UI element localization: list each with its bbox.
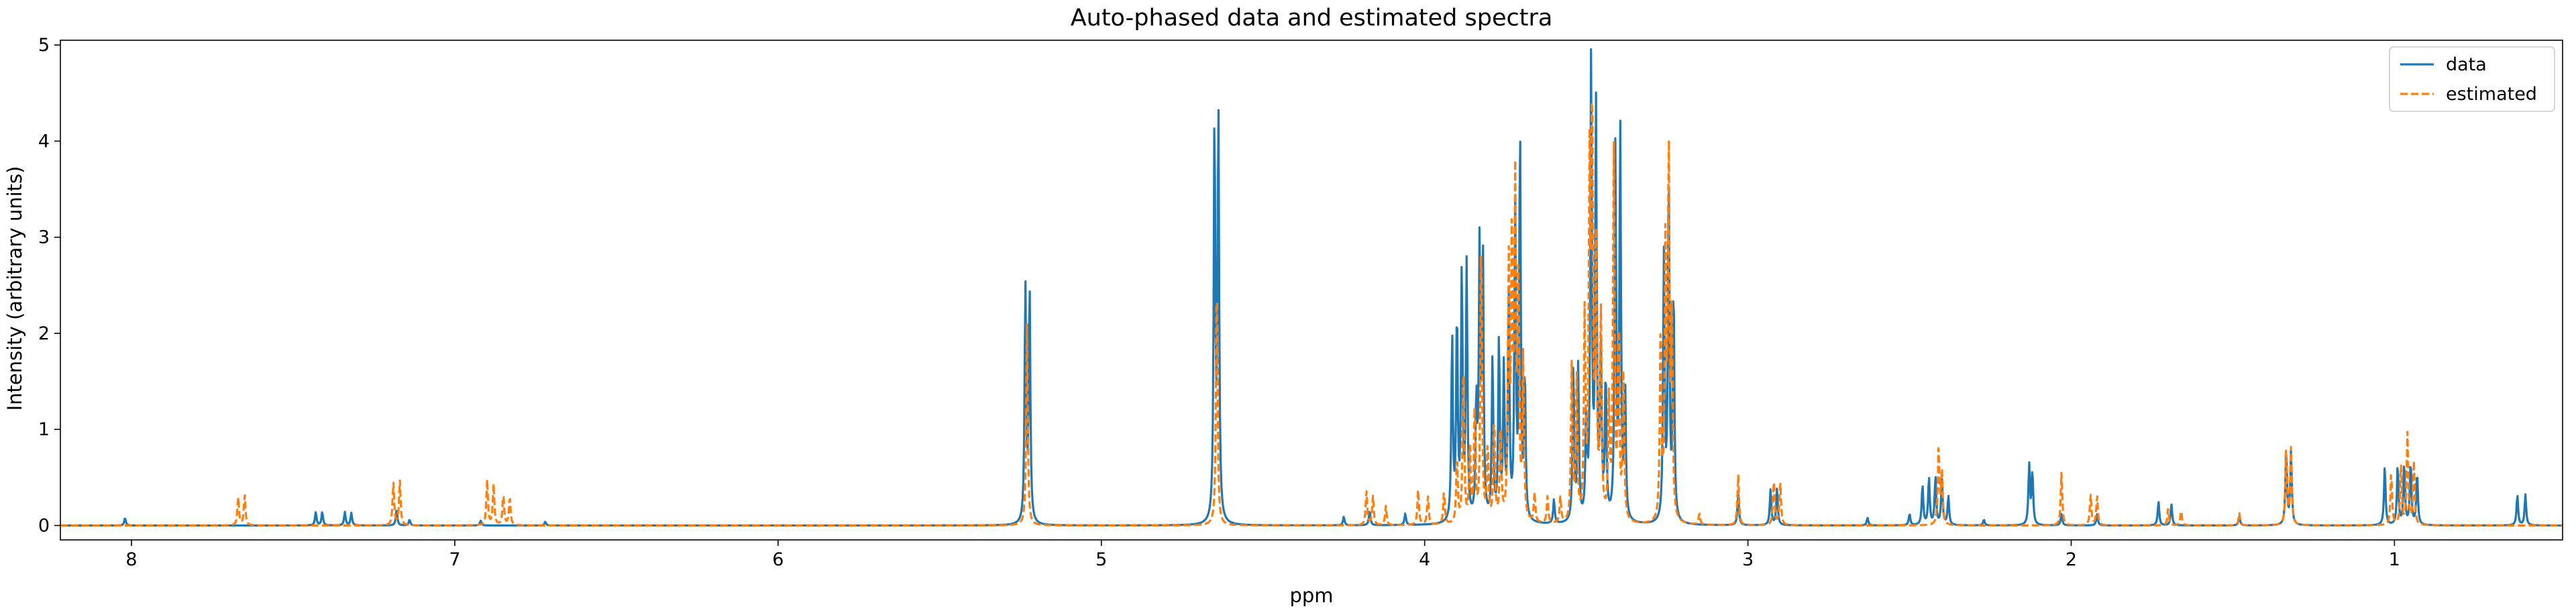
x-tick-label: 1 <box>2389 549 2400 570</box>
x-tick-label: 7 <box>449 549 460 570</box>
x-tick-label: 4 <box>1419 549 1430 570</box>
legend-label-estimated: estimated <box>2446 84 2537 105</box>
y-tick-label: 2 <box>38 323 50 344</box>
legend-label-data: data <box>2446 54 2487 75</box>
legend: data estimated <box>2389 46 2555 112</box>
y-axis: 0 1 2 3 4 5 <box>38 35 60 537</box>
legend-box <box>2389 46 2555 112</box>
x-axis: 8 7 6 5 4 3 2 1 <box>125 540 2400 570</box>
y-tick-label: 4 <box>38 131 50 152</box>
x-tick-label: 8 <box>125 549 137 570</box>
y-tick-label: 0 <box>38 516 50 537</box>
x-tick-label: 5 <box>1095 549 1107 570</box>
y-tick-label: 5 <box>38 35 50 56</box>
x-tick-label: 3 <box>1742 549 1754 570</box>
plot-frame <box>60 40 2563 541</box>
y-tick-label: 3 <box>38 227 50 248</box>
y-axis-label: Intensity (arbitrary units) <box>3 166 26 411</box>
plot-area <box>60 48 2563 527</box>
series-line-estimated <box>60 101 2563 527</box>
x-tick-label: 2 <box>2065 549 2077 570</box>
x-axis-label: ppm <box>1289 584 1333 607</box>
chart-title: Auto-phased data and estimated spectra <box>1071 5 1553 32</box>
x-tick-label: 6 <box>772 549 784 570</box>
y-tick-label: 1 <box>38 419 50 440</box>
